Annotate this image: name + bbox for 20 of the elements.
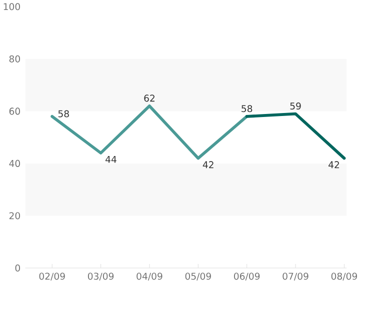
x-tick-label: 04/09 <box>136 272 162 280</box>
data-label: 62 <box>144 94 154 102</box>
x-tick-label: 07/09 <box>282 272 308 280</box>
y-tick-label: 20 <box>9 212 20 220</box>
data-label: 42 <box>328 161 340 168</box>
y-tick-label: 80 <box>9 55 20 62</box>
x-tick-label: 06/09 <box>234 272 260 280</box>
data-label: 44 <box>106 156 116 163</box>
y-tick-label: 40 <box>9 160 20 167</box>
data-label: 58 <box>58 110 69 118</box>
data-label: 42 <box>202 161 214 168</box>
x-tick-label: 03/09 <box>88 272 114 280</box>
data-label: 59 <box>290 102 301 110</box>
x-tick-label: 05/09 <box>185 272 211 280</box>
x-tick-label: 08/09 <box>331 272 357 280</box>
data-label: 58 <box>242 105 252 112</box>
x-tick-label: 02/09 <box>39 272 65 280</box>
y-tick-label: 0 <box>15 264 20 272</box>
y-tick-label: 60 <box>9 108 20 115</box>
y-tick-label: 100 <box>4 3 20 10</box>
